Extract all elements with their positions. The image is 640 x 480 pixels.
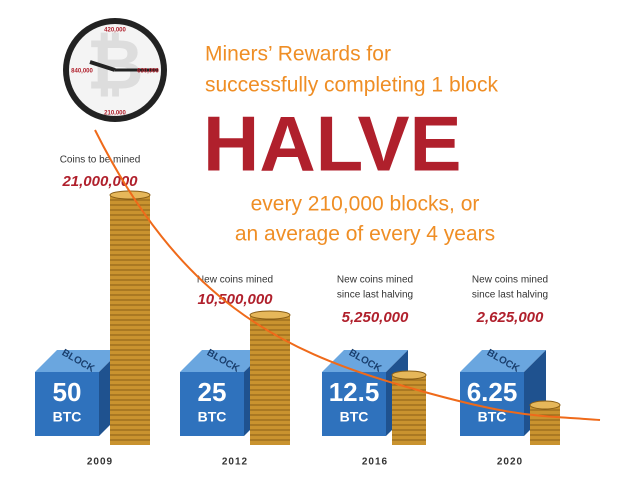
headline-line: Miners’ Rewards for xyxy=(205,43,391,66)
amount: 21,000,000 xyxy=(61,173,138,190)
caption: Coins to be mined xyxy=(60,155,141,166)
year: 2012 xyxy=(222,457,248,468)
clock-label: 420,000 xyxy=(104,28,126,34)
coin-top xyxy=(249,310,291,320)
coin-top xyxy=(529,400,561,410)
headline-title: HALVE xyxy=(203,100,462,188)
headline-line: successfully completing 1 block xyxy=(205,74,498,97)
reward: 25 xyxy=(198,377,227,407)
amount: 5,250,000 xyxy=(342,309,409,326)
cube-top xyxy=(35,350,121,372)
reward-unit: BTC xyxy=(198,409,227,425)
cube-top xyxy=(460,350,546,372)
coin-top xyxy=(391,370,427,380)
clock-label: 630,000 xyxy=(137,69,159,75)
caption: since last halving xyxy=(472,290,548,301)
cube-front xyxy=(180,372,244,436)
cube-front xyxy=(35,372,99,436)
reward: 6.25 xyxy=(467,377,518,407)
year: 2020 xyxy=(497,457,523,468)
hour-hand xyxy=(89,60,116,72)
reward-unit: BTC xyxy=(340,409,369,425)
cube-top xyxy=(180,350,266,372)
subtitle-line: every 210,000 blocks, or xyxy=(251,193,480,216)
caption: New coins mined xyxy=(472,275,548,286)
cube-front xyxy=(322,372,386,436)
reward-unit: BTC xyxy=(478,409,507,425)
caption: New coins mined xyxy=(337,275,413,286)
reward-unit: BTC xyxy=(53,409,82,425)
year: 2009 xyxy=(87,457,113,468)
clock-label: 840,000 xyxy=(71,69,93,75)
subtitle-line: an average of every 4 years xyxy=(235,223,495,246)
clock: ₿ 420,000 630,000 210,000 840,000 xyxy=(63,18,167,122)
amount: 10,500,000 xyxy=(197,291,273,308)
amount: 2,625,000 xyxy=(476,309,544,326)
clock-label: 210,000 xyxy=(104,111,126,117)
year: 2016 xyxy=(362,457,388,468)
reward: 12.5 xyxy=(329,377,380,407)
caption: New coins mined xyxy=(197,275,273,286)
caption: since last halving xyxy=(337,290,413,301)
decay-curve xyxy=(94,129,601,421)
reward: 50 xyxy=(53,377,82,407)
